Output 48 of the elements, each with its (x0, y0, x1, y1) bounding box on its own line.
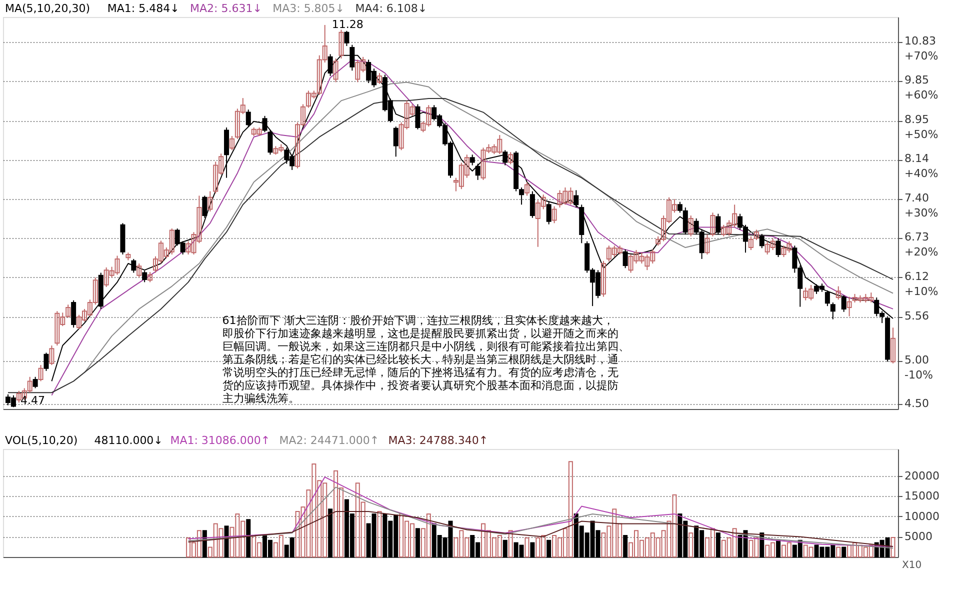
y-tick-label: 6.73 +20% (904, 230, 938, 259)
text: 48110.000↓ (94, 434, 163, 447)
text: MA2: 24471.000↑ (279, 434, 380, 447)
bar (546, 540, 552, 558)
annotation: 4.47 (20, 394, 45, 408)
bar (530, 542, 535, 558)
text: MA3: 5.805↓ (272, 2, 345, 15)
y-tick-label: 8.95 +50% (904, 113, 938, 142)
bar (328, 508, 333, 558)
y-tick-label: 10000 (904, 510, 940, 523)
bar (688, 532, 694, 558)
bar (524, 537, 530, 558)
bar (508, 530, 513, 558)
annotation: 61拾阶而下 渐大三连阴：股价开始下调，连拉三根阴线，且实体长度越来越大，即股价下行加速迹象越来越明显，这也是提醒股民要抓紧出货，以避开随之而来的巨幅回调。一般说来，如果这三连阴都只是中小阴线，则很有可能紧接着拉出第四、第五条阴线；若是它们的实体已经比较长大，特别是当第三根阴线是大阴线时，通常说明空头的打压已经肆无忌惮，随后的下挫将迅猛有力。有货的应考虑清仓，无货的应该持币观望。具体操作中，投资者要认真研究个股基本面和消息面，以提防主力骗线洗筹。 (222, 314, 630, 405)
bar (716, 532, 720, 558)
y-tick-label: 6.12 +10% (904, 270, 938, 298)
annotation: 11.28 (332, 18, 364, 31)
text: MA3: 24788.340↑ (388, 434, 488, 447)
bar (415, 528, 420, 558)
bar (246, 519, 251, 558)
y-tick-label: 5000 (904, 530, 932, 544)
bar (623, 534, 628, 558)
bar (836, 546, 841, 558)
legend-title: MA(5,10,20,30) (5, 2, 90, 15)
bar (776, 540, 781, 558)
y-tick-label: 5.00 -10% (904, 353, 933, 382)
y-tick-label: 10.83 +70% (904, 34, 938, 62)
y-tick-label: 5.56 (904, 310, 929, 323)
bar (842, 546, 846, 558)
y-tick-label: 8.14 +40% (904, 152, 938, 180)
bar (502, 540, 508, 558)
line-series (188, 511, 894, 547)
bar (890, 537, 896, 558)
line-series (188, 476, 894, 547)
text: MA2: 5.631↓ (190, 2, 262, 15)
y-tick-label: 20000 (904, 469, 940, 482)
y-tick-label: 4.50 (904, 396, 929, 410)
legend-title: VOL(5,10,20) (5, 434, 78, 447)
text: X10 (902, 560, 922, 571)
bar (377, 511, 382, 558)
y-tick-label: 15000 (904, 490, 940, 503)
text: MA4: 6.108↓ (355, 2, 428, 15)
y-tick-label: 7.40 +30% (904, 192, 938, 220)
text: MA1: 5.484↓ (107, 2, 180, 15)
text: MA1: 31086.000↑ (170, 434, 270, 447)
y-tick-label: 9.85 +60% (904, 73, 938, 102)
bar (224, 526, 229, 558)
line-series (188, 486, 894, 549)
